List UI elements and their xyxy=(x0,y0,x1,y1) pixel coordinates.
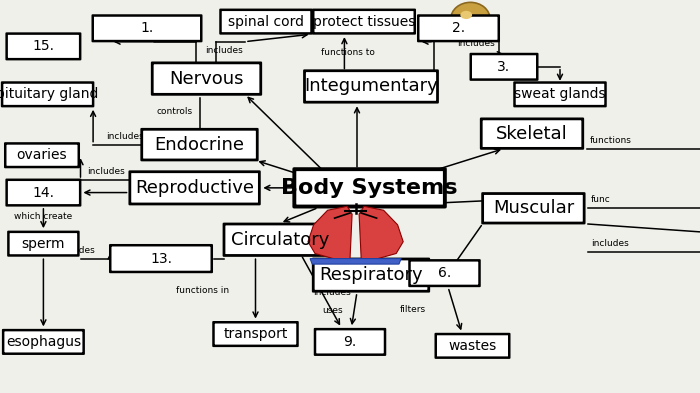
Text: functions to: functions to xyxy=(321,48,374,57)
Text: 15.: 15. xyxy=(32,39,55,53)
Text: Muscular: Muscular xyxy=(493,199,574,217)
Text: Respiratory: Respiratory xyxy=(319,266,423,284)
Text: 13.: 13. xyxy=(150,252,172,266)
Text: sperm: sperm xyxy=(22,237,65,251)
Text: includes: includes xyxy=(457,39,495,48)
Text: 1.: 1. xyxy=(141,21,153,35)
Text: controls: controls xyxy=(157,107,193,116)
Text: Reproductive: Reproductive xyxy=(135,179,254,197)
FancyBboxPatch shape xyxy=(313,259,429,291)
Text: Integumentary: Integumentary xyxy=(304,77,438,95)
Text: func: func xyxy=(591,195,610,204)
FancyBboxPatch shape xyxy=(141,129,258,160)
Polygon shape xyxy=(308,206,352,259)
Text: Body Systems: Body Systems xyxy=(281,178,458,198)
Text: includes: includes xyxy=(88,167,125,176)
FancyBboxPatch shape xyxy=(482,193,584,223)
FancyBboxPatch shape xyxy=(435,334,510,358)
FancyBboxPatch shape xyxy=(418,15,499,41)
Text: 6.: 6. xyxy=(438,266,451,280)
Text: 9.: 9. xyxy=(344,335,356,349)
Text: Skeletal: Skeletal xyxy=(496,125,568,143)
Text: 3.: 3. xyxy=(498,60,510,74)
Polygon shape xyxy=(359,206,403,259)
FancyBboxPatch shape xyxy=(220,10,312,33)
FancyBboxPatch shape xyxy=(5,143,79,167)
FancyBboxPatch shape xyxy=(92,15,202,41)
Text: 14.: 14. xyxy=(32,185,55,200)
FancyBboxPatch shape xyxy=(224,224,336,255)
FancyBboxPatch shape xyxy=(470,54,538,80)
FancyBboxPatch shape xyxy=(6,33,80,59)
Text: includes: includes xyxy=(205,46,243,55)
FancyBboxPatch shape xyxy=(313,10,415,33)
FancyBboxPatch shape xyxy=(214,322,298,346)
Text: filters: filters xyxy=(400,305,426,314)
Text: functions: functions xyxy=(589,136,631,145)
FancyBboxPatch shape xyxy=(6,180,80,206)
FancyBboxPatch shape xyxy=(410,260,480,286)
FancyBboxPatch shape xyxy=(2,83,93,106)
FancyBboxPatch shape xyxy=(130,172,260,204)
Text: spinal cord: spinal cord xyxy=(228,15,304,29)
Text: protect tissues: protect tissues xyxy=(313,15,415,29)
Ellipse shape xyxy=(461,11,472,19)
Text: Endocrine: Endocrine xyxy=(155,136,244,154)
FancyBboxPatch shape xyxy=(152,63,261,94)
Text: ovaries: ovaries xyxy=(17,148,67,162)
Text: breaks down: breaks down xyxy=(132,264,190,273)
Text: sweat glands: sweat glands xyxy=(514,87,606,101)
Text: includes: includes xyxy=(591,239,629,248)
FancyBboxPatch shape xyxy=(3,330,84,354)
Text: includes: includes xyxy=(314,288,351,297)
Text: Circulatory: Circulatory xyxy=(231,231,329,249)
Ellipse shape xyxy=(451,2,490,35)
Text: pituitary gland: pituitary gland xyxy=(0,87,99,101)
Text: which create: which create xyxy=(14,211,72,220)
Text: wastes: wastes xyxy=(449,339,496,353)
Text: transport: transport xyxy=(223,327,288,341)
FancyBboxPatch shape xyxy=(514,83,606,106)
FancyBboxPatch shape xyxy=(304,71,438,102)
FancyBboxPatch shape xyxy=(481,119,583,149)
Polygon shape xyxy=(310,259,401,264)
FancyBboxPatch shape xyxy=(110,245,212,272)
Text: includes: includes xyxy=(57,246,95,255)
Text: 2.: 2. xyxy=(452,21,465,35)
Text: includes: includes xyxy=(106,132,144,141)
Text: Nervous: Nervous xyxy=(169,70,244,88)
Text: functions in: functions in xyxy=(176,286,230,295)
FancyBboxPatch shape xyxy=(315,329,385,355)
FancyBboxPatch shape xyxy=(294,169,445,207)
FancyBboxPatch shape xyxy=(8,232,78,255)
Text: esophagus: esophagus xyxy=(6,335,81,349)
Text: uses: uses xyxy=(323,306,343,315)
